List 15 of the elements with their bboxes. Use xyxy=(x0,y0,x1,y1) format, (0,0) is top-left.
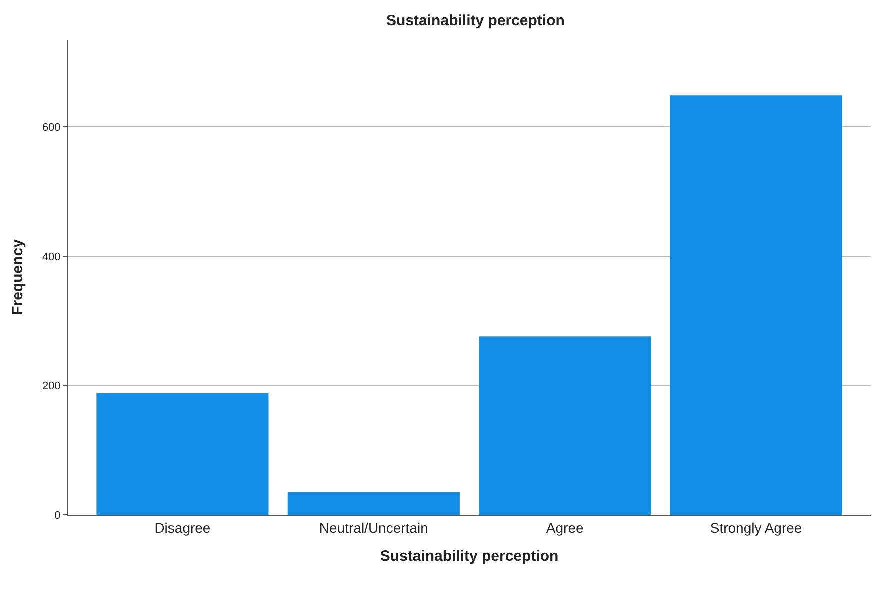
x-axis-title: Sustainability perception xyxy=(380,548,559,565)
bar xyxy=(479,336,652,515)
x-tick-label: Neutral/Uncertain xyxy=(319,520,428,536)
y-tick-label: 600 xyxy=(42,122,61,134)
y-tick-label: 200 xyxy=(42,380,61,393)
bar xyxy=(670,96,842,515)
x-tick-label: Strongly Agree xyxy=(710,520,802,536)
bar xyxy=(288,492,460,515)
y-tick-label: 400 xyxy=(42,251,61,264)
y-tick-label: 0 xyxy=(54,510,61,522)
x-tick-label: Agree xyxy=(546,520,584,536)
x-tick-label: Disagree xyxy=(154,520,211,536)
y-axis-title: Frequency xyxy=(10,238,27,316)
bar xyxy=(96,394,269,515)
chart-title: Sustainability perception xyxy=(386,12,565,30)
